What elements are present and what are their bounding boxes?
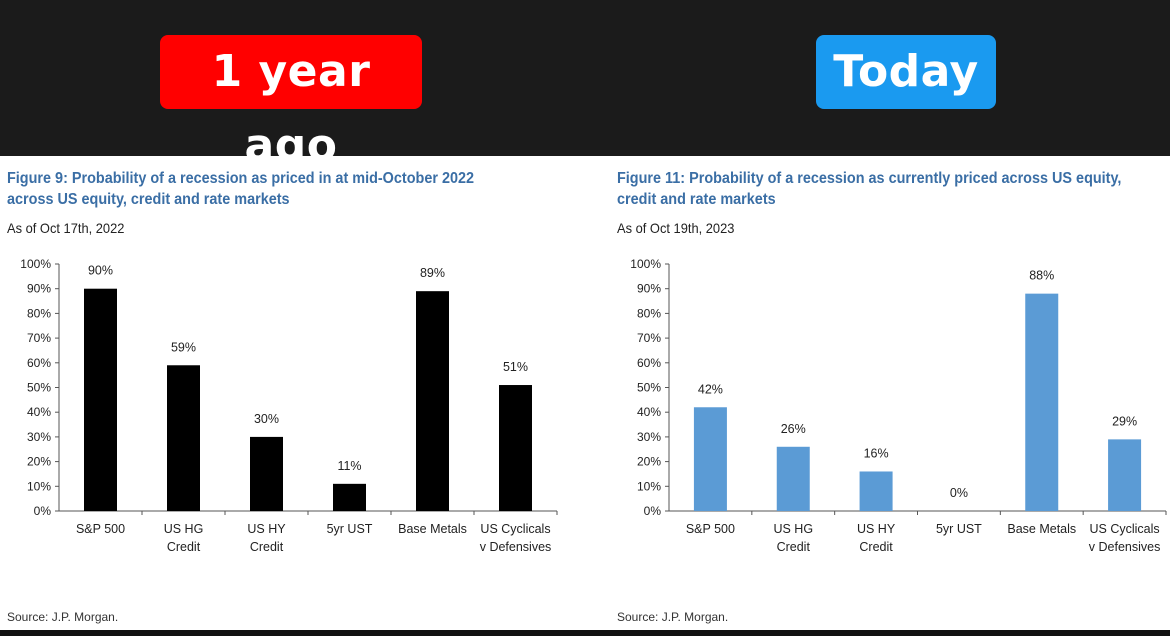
y-tick-label: 50% [27, 381, 51, 395]
y-tick-label: 10% [637, 479, 661, 493]
y-tick-label: 40% [637, 405, 661, 419]
figure-11-subtitle: As of Oct 19th, 2023 [617, 220, 735, 236]
figure-11-title: Figure 11: Probability of a recession as… [617, 170, 1122, 208]
category-label: Credit [859, 540, 893, 554]
figure-9-panel: Figure 9: Probability of a recession as … [0, 160, 565, 630]
data-label: 89% [420, 266, 445, 280]
bar [416, 291, 449, 511]
y-tick-label: 90% [637, 282, 661, 296]
data-label: 88% [1029, 269, 1054, 283]
y-tick-label: 0% [644, 504, 662, 518]
today-badge: Today [816, 35, 996, 109]
category-label: US Cyclicals [1090, 522, 1160, 536]
category-label: Credit [777, 540, 811, 554]
category-label: US HY [857, 522, 896, 536]
y-tick-label: 70% [637, 331, 661, 345]
header-band: 1 year ago Today [0, 0, 1170, 171]
y-tick-label: 20% [27, 455, 51, 469]
category-label: v Defensives [480, 540, 552, 554]
figure-9-title: Figure 9: Probability of a recession as … [7, 170, 475, 208]
data-label: 42% [698, 382, 723, 396]
category-label: S&P 500 [76, 522, 125, 536]
one-year-ago-badge: 1 year ago [160, 35, 422, 171]
y-tick-label: 70% [27, 331, 51, 345]
y-tick-label: 0% [34, 504, 52, 518]
figure-9-chart: 0% 10% 20% 30% 40% 50% 60% 70% 80% 90% 100% 90% S&P … [20, 257, 558, 554]
y-tick-label: 40% [27, 405, 51, 419]
category-label: Credit [250, 540, 284, 554]
category-label: Base Metals [398, 522, 467, 536]
bar [167, 365, 200, 511]
category-label: 5yr UST [936, 522, 982, 536]
bar [1108, 439, 1142, 511]
data-label: 51% [503, 360, 528, 374]
data-label: 90% [88, 264, 113, 278]
category-label: 5yr UST [327, 522, 373, 536]
y-tick-label: 60% [27, 356, 51, 370]
data-label: 0% [950, 486, 968, 500]
y-tick-label: 100% [20, 257, 51, 271]
data-label: 11% [337, 459, 361, 473]
figure-9-subtitle: As of Oct 17th, 2022 [7, 220, 125, 236]
bar [859, 471, 893, 511]
bar [333, 483, 366, 511]
bar [250, 436, 283, 511]
figure-11-chart: 0% 10% 20% 30% 40% 50% 60% 70% 80% 90% 100% 42% S&P … [630, 257, 1167, 554]
bottom-band [0, 630, 1170, 636]
y-tick-label: 100% [630, 257, 661, 271]
bar [776, 446, 810, 511]
data-label: 26% [781, 422, 806, 436]
y-tick-label: 60% [637, 356, 661, 370]
bar [499, 385, 532, 511]
y-tick-label: 90% [27, 282, 51, 296]
category-label: Base Metals [1007, 522, 1076, 536]
bar [693, 407, 727, 511]
category-label: S&P 500 [686, 522, 735, 536]
y-tick-label: 20% [637, 455, 661, 469]
data-label: 16% [864, 446, 889, 460]
bar [84, 288, 117, 511]
category-label: US HG [164, 522, 204, 536]
y-tick-label: 30% [637, 430, 661, 444]
category-label: v Defensives [1089, 540, 1161, 554]
data-label: 59% [171, 340, 196, 354]
y-tick-label: 30% [27, 430, 51, 444]
bar [1025, 293, 1059, 511]
data-label: 29% [1112, 414, 1137, 428]
data-label: 30% [254, 412, 279, 426]
category-label: US Cyclicals [480, 522, 550, 536]
y-tick-label: 50% [637, 381, 661, 395]
figure-9-source: Source: J.P. Morgan. [7, 610, 119, 624]
category-label: Credit [167, 540, 201, 554]
y-tick-label: 80% [27, 306, 51, 320]
y-tick-label: 80% [637, 306, 661, 320]
y-tick-label: 10% [27, 479, 51, 493]
figure-11-source: Source: J.P. Morgan. [617, 610, 729, 624]
figure-11-panel: Figure 11: Probability of a recession as… [610, 160, 1170, 630]
category-label: US HY [247, 522, 286, 536]
category-label: US HG [773, 522, 813, 536]
